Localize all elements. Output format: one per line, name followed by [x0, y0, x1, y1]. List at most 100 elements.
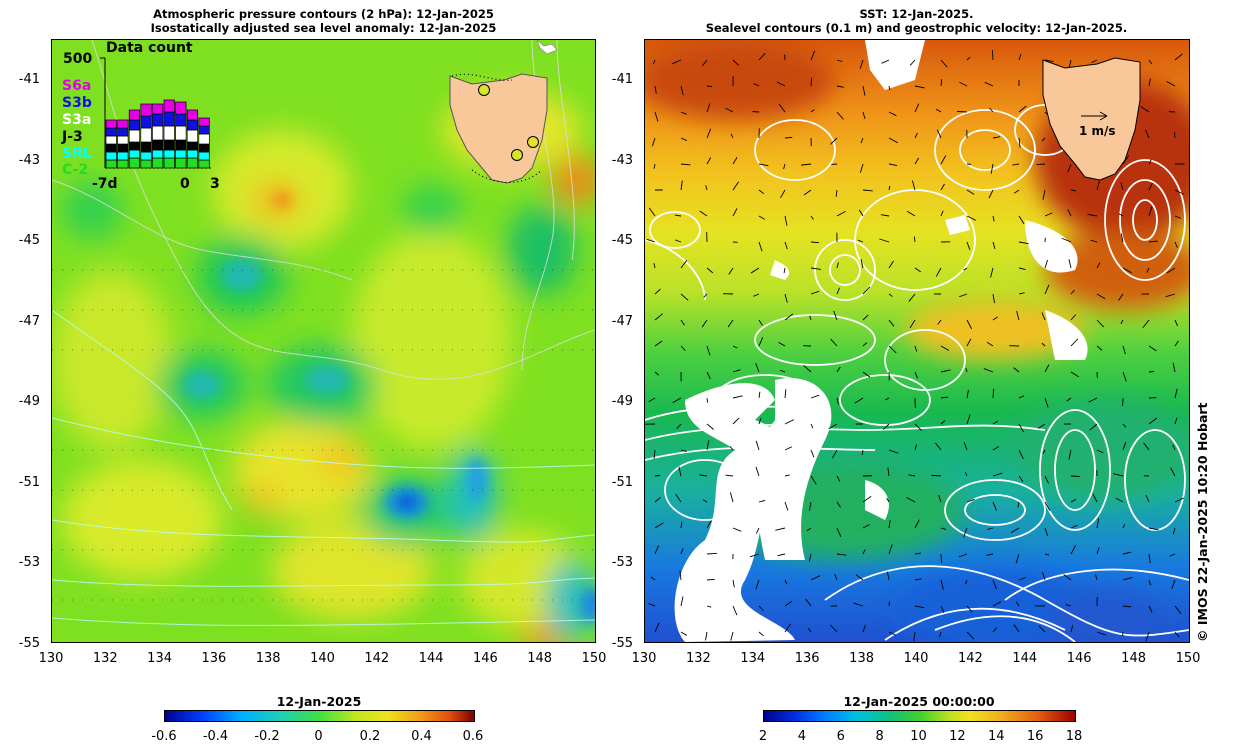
x-tick-label: 148 — [527, 651, 553, 666]
velocity-arrow — [1148, 78, 1151, 87]
velocity-arrow — [810, 290, 820, 295]
y-tick-label: -41 — [611, 72, 633, 87]
histogram-bar-segment — [152, 125, 164, 141]
histogram-bar-segment — [175, 139, 187, 151]
velocity-arrow — [914, 519, 920, 529]
velocity-arrow — [834, 574, 838, 581]
velocity-arrow — [1146, 267, 1150, 273]
velocity-arrow — [1148, 182, 1153, 191]
velocity-arrow — [749, 553, 760, 558]
velocity-arrow — [810, 109, 815, 113]
velocity-arrow — [680, 345, 686, 351]
velocity-arrow — [680, 260, 688, 269]
histogram-bar-segment — [152, 113, 164, 127]
colorbar-tick-label: -0.4 — [202, 729, 229, 744]
velocity-arrow — [914, 371, 918, 379]
velocity-arrow — [680, 631, 688, 636]
histogram-bar-segment — [105, 127, 117, 137]
velocity-arrow — [650, 576, 656, 581]
velocity-arrow — [914, 423, 922, 431]
histogram-bar-segment — [105, 135, 117, 145]
velocity-arrow — [701, 319, 708, 328]
x-tick-label: 142 — [957, 651, 983, 666]
velocity-arrow — [1063, 574, 1072, 581]
velocity-arrow — [725, 474, 734, 477]
velocity-arrow — [940, 79, 943, 87]
velocity-arrow — [680, 137, 688, 141]
velocity-scale-label: 1 m/s — [1079, 124, 1116, 138]
velocity-arrow — [1166, 81, 1176, 87]
histogram-bar-segment — [152, 103, 164, 115]
velocity-arrow — [1044, 284, 1050, 295]
velocity-arrow — [1042, 189, 1046, 200]
histogram-bar-segment — [105, 119, 117, 129]
histogram-bar-segment — [105, 151, 117, 161]
velocity-arrow — [755, 466, 760, 477]
velocity-arrow — [859, 59, 864, 69]
velocity-arrow — [758, 336, 764, 347]
velocity-arrow — [808, 553, 812, 562]
velocity-arrow — [732, 605, 738, 616]
histogram-bar-segment — [128, 129, 141, 143]
velocity-arrow — [1122, 423, 1127, 428]
data-count-histogram — [100, 57, 212, 169]
velocity-arrow — [992, 136, 1001, 139]
velocity-arrow — [1044, 501, 1051, 511]
velocity-arrow — [1037, 423, 1046, 429]
velocity-arrow — [806, 527, 812, 531]
velocity-arrow — [1096, 319, 1105, 328]
velocity-arrow — [1096, 547, 1100, 555]
velocity-arrow — [1096, 262, 1101, 269]
velocity-arrow — [651, 137, 656, 147]
velocity-arrow — [758, 605, 764, 612]
velocity-arrow — [1145, 631, 1150, 642]
velocity-arrow — [888, 319, 895, 327]
velocity-arrow — [706, 267, 714, 274]
velocity-arrow — [730, 631, 734, 641]
velocity-arrow — [648, 603, 656, 607]
velocity-arrow — [836, 210, 846, 217]
velocity-arrow — [680, 521, 683, 529]
velocity-arrow — [1018, 475, 1024, 483]
velocity-arrow — [888, 293, 893, 297]
velocity-arrow — [1067, 209, 1072, 217]
velocity-arrow — [758, 631, 764, 637]
velocity-arrow — [1013, 624, 1020, 633]
velocity-arrow — [1174, 417, 1178, 425]
velocity-arrow — [732, 395, 743, 399]
velocity-arrow — [1041, 312, 1046, 321]
velocity-arrow — [909, 319, 916, 329]
velocity-arrow — [1070, 625, 1074, 633]
velocity-arrow — [1017, 501, 1020, 508]
velocity-arrow — [992, 579, 997, 590]
velocity-arrow — [965, 579, 968, 585]
velocity-arrow — [1148, 527, 1159, 531]
velocity-arrow — [703, 293, 708, 298]
y-tick-label: -45 — [611, 233, 633, 248]
velocity-arrow — [983, 368, 994, 373]
velocity-arrow — [728, 267, 734, 275]
histogram-x-label-start: -7d — [92, 176, 118, 192]
velocity-arrow — [1122, 155, 1129, 165]
histogram-bar-segment — [140, 127, 152, 143]
velocity-arrow — [914, 605, 925, 609]
velocity-arrow — [1018, 449, 1024, 459]
velocity-arrow — [654, 545, 659, 555]
velocity-arrow — [1120, 233, 1124, 243]
velocity-arrow — [1122, 371, 1127, 382]
velocity-arrow — [1174, 215, 1182, 219]
velocity-arrow — [784, 419, 795, 425]
velocity-arrow — [652, 59, 656, 65]
velocity-arrow — [935, 267, 942, 277]
velocity-arrow — [654, 340, 663, 347]
velocity-arrow — [1013, 189, 1020, 194]
velocity-arrow — [1148, 579, 1152, 586]
velocity-arrow — [836, 59, 843, 62]
y-tick-label: -41 — [18, 72, 40, 87]
histogram-bar-segment — [163, 139, 175, 151]
velocity-arrow — [992, 601, 1002, 607]
velocity-arrow — [778, 103, 786, 113]
mission-label-c2: C-2 — [62, 162, 89, 178]
velocity-arrow — [810, 575, 821, 581]
velocity-arrow — [1012, 163, 1020, 166]
